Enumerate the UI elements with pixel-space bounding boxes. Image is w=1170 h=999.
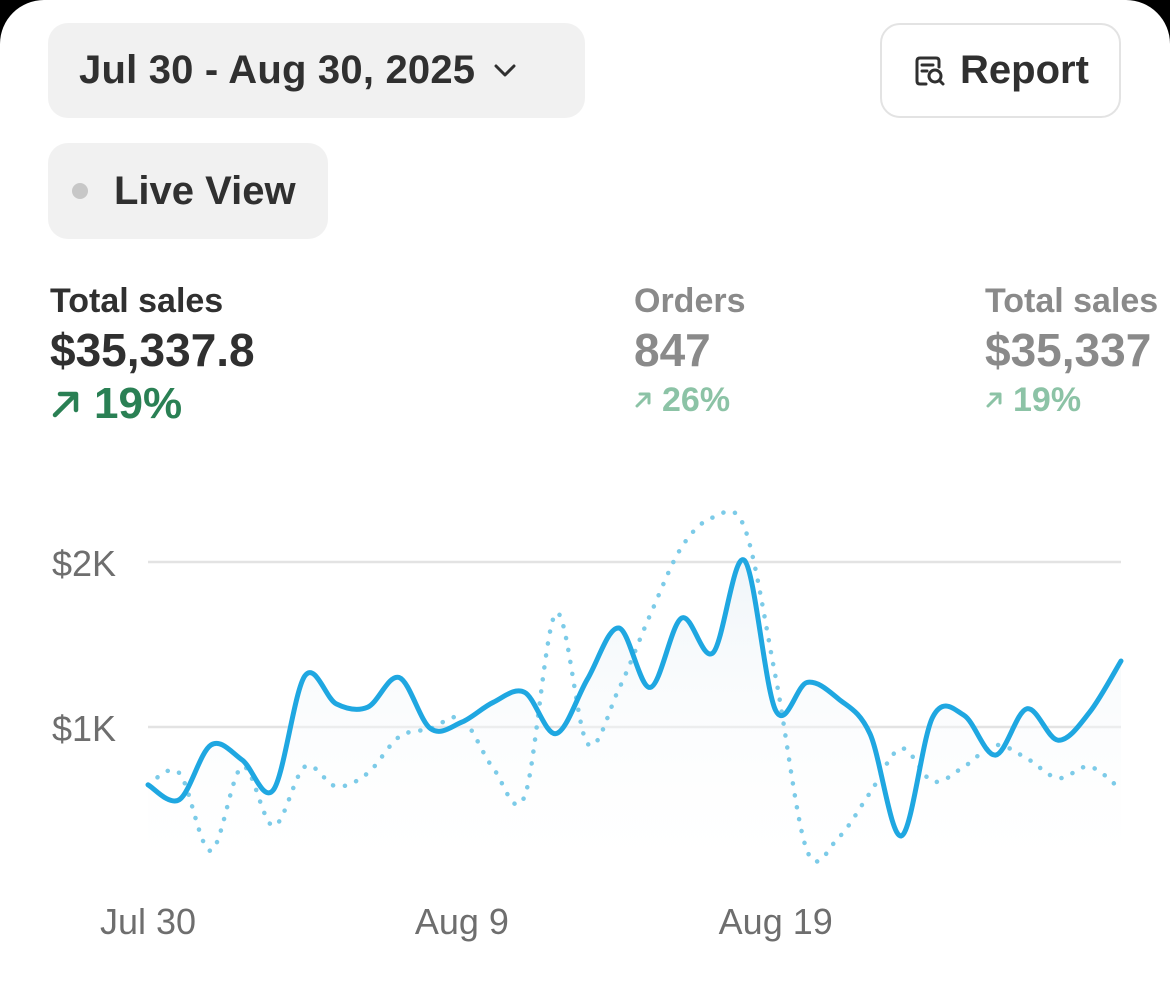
x-tick-label: Aug 19 [719,901,833,942]
live-view-button[interactable]: Live View [48,143,328,239]
series-area-fill [148,559,1121,892]
metric-orders[interactable]: Orders 847 26% [634,280,746,422]
chevron-down-icon [493,63,517,79]
arrow-up-right-icon [634,391,652,409]
series-line-comparison [145,508,1124,864]
metric-change-value: 26% [662,381,731,419]
metric-total-sales[interactable]: Total sales $35,337.8 19% [50,280,255,430]
metric-change: 19% [50,378,255,430]
metric-value: $35,337.8 [50,324,255,376]
metric-label: Total sales [985,282,1159,320]
metric-label: Total sales [50,282,224,320]
metric-label: Orders [634,282,746,320]
report-label: Report [960,48,1089,92]
y-tick-label: $2K [52,543,116,584]
date-range-label: Jul 30 - Aug 30, 2025 [79,48,476,92]
metric-change: 26% [634,378,746,422]
metric-change-value: 19% [1013,381,1082,419]
date-range-picker[interactable]: Jul 30 - Aug 30, 2025 [48,23,585,118]
report-button[interactable]: Report [880,23,1121,118]
live-view-label: Live View [114,168,296,213]
x-tick-label: Aug 9 [415,901,509,942]
metric-value: $35,337 [985,324,1152,376]
arrow-up-right-icon [985,391,1003,409]
series-line-current [145,557,1124,839]
y-tick-label: $1K [52,708,116,749]
x-tick-label: Jul 30 [100,901,196,942]
arrow-up-right-icon [50,388,82,420]
metric-value: 847 [634,324,711,376]
report-search-icon [912,53,948,89]
sales-line-chart[interactable]: $1K $2K Jul 30 Aug 9 Aug 19 [0,460,1170,980]
status-dot-icon [72,183,88,199]
metric-change-value: 19% [94,379,183,428]
metric-total-sales-secondary[interactable]: Total sales $35,337 19% [985,280,1158,422]
metric-change: 19% [985,378,1158,422]
